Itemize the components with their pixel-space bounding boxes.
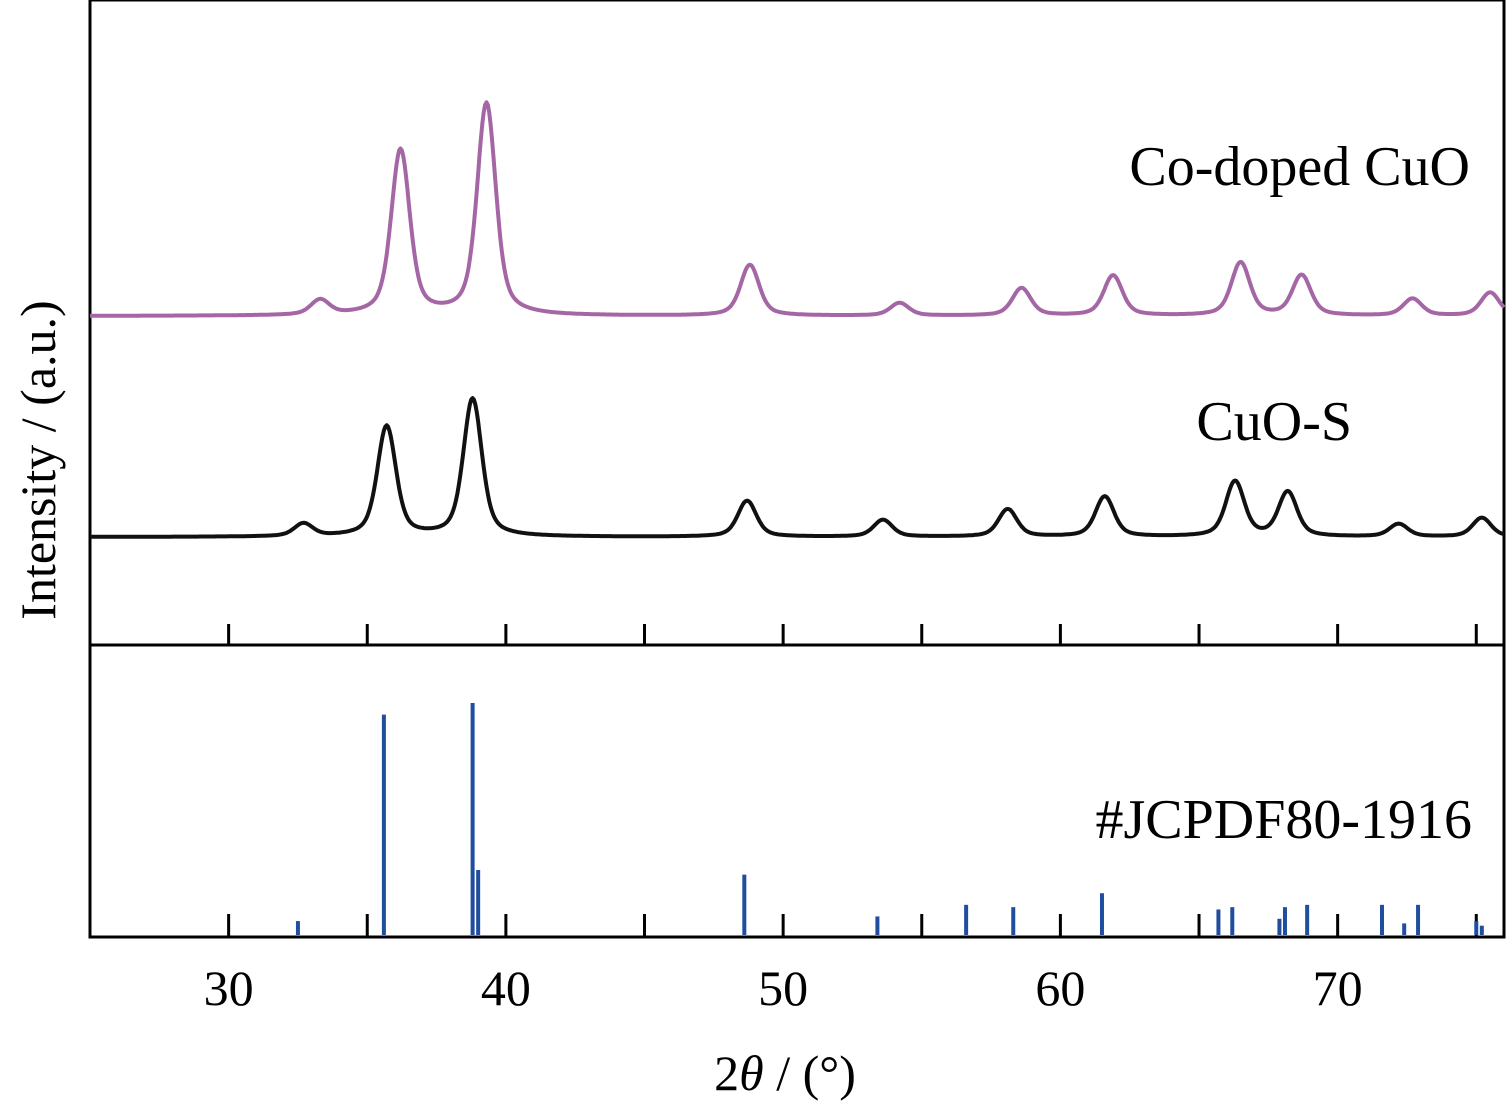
co-doped-cuo-line (89, 100, 1506, 318)
x-axis-title-prefix: 2 (714, 1045, 739, 1101)
x-tick-labels: 30 40 50 60 70 (204, 960, 1363, 1016)
cuo-s-label: CuO-S (1196, 391, 1352, 453)
x-tick-label: 30 (204, 960, 254, 1016)
y-axis-title: Intensity / (a.u.) (10, 300, 66, 619)
x-tick-label: 70 (1313, 960, 1363, 1016)
co-doped-cuo-label: Co-doped CuO (1129, 136, 1470, 198)
x-tick-label: 40 (481, 960, 531, 1016)
reference-plot-frame (88, 643, 1506, 939)
top-plot-frame (88, 0, 1506, 647)
x-axis-title: 2θ / (°) (714, 1045, 856, 1101)
reference-lines (295, 703, 1484, 935)
top-plot-ticks (227, 624, 1478, 645)
x-axis-title-suffix: / (°) (764, 1045, 856, 1101)
reference-label: #JCPDF80-1916 (1095, 789, 1472, 851)
x-axis-title-theta: θ (739, 1045, 764, 1101)
x-tick-label: 60 (1035, 960, 1085, 1016)
x-tick-label: 50 (758, 960, 808, 1016)
cuo-s-line (89, 396, 1505, 539)
reference-plot-ticks (227, 914, 1478, 937)
